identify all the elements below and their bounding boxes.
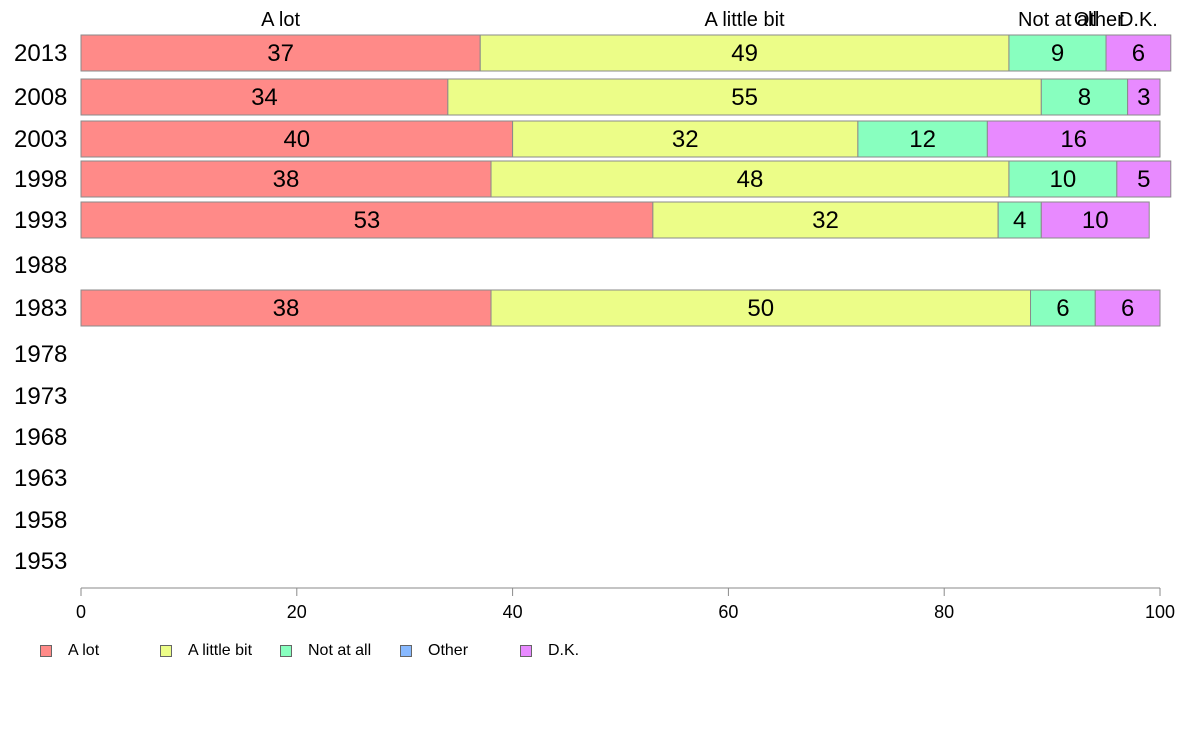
bar-segment bbox=[80, 120, 514, 158]
y-tick-label: 2003 bbox=[14, 126, 67, 153]
legend-item: D.K. bbox=[520, 642, 640, 660]
bar-segment bbox=[1105, 34, 1172, 72]
x-tick-label: 80 bbox=[934, 602, 954, 622]
legend-label: A lot bbox=[68, 642, 100, 659]
bar-segment bbox=[1040, 201, 1150, 239]
y-tick-label: 2008 bbox=[14, 84, 67, 111]
bar-segment bbox=[80, 78, 449, 116]
legend-item: A lot bbox=[40, 642, 160, 660]
bar-value-label: 9 bbox=[1051, 40, 1064, 67]
bar-segment bbox=[857, 120, 988, 158]
legend-swatch bbox=[40, 645, 52, 657]
x-axis: 0 20 40 60 80 100 bbox=[76, 587, 1175, 622]
bar-segment bbox=[490, 289, 1032, 327]
bar-segment bbox=[490, 160, 1010, 198]
bar-value-label: 50 bbox=[747, 295, 774, 322]
bar-value-label: 34 bbox=[251, 84, 278, 111]
bar-segment bbox=[1040, 78, 1129, 116]
bar-value-label: 49 bbox=[731, 40, 758, 67]
bar-value-label: 10 bbox=[1050, 166, 1077, 193]
x-tick-label: 100 bbox=[1145, 602, 1175, 622]
bar-value-label: 38 bbox=[273, 166, 300, 193]
bar-value-label: 10 bbox=[1082, 207, 1109, 234]
column-header-labels: A lot A little bit Not at all D.K.Other bbox=[261, 9, 1158, 31]
x-tick-label: 20 bbox=[287, 602, 307, 622]
bar-value-label: 16 bbox=[1060, 126, 1087, 153]
y-tick-label: 1963 bbox=[14, 465, 67, 492]
bar-value-label: 55 bbox=[731, 84, 758, 111]
bar-value-label: 12 bbox=[909, 126, 936, 153]
legend-item: A little bit bbox=[160, 642, 280, 660]
legend-label: D.K. bbox=[548, 642, 580, 659]
legend-label: A little bit bbox=[188, 642, 253, 659]
legend-swatch bbox=[160, 645, 172, 657]
bar-value-label: 37 bbox=[267, 40, 294, 67]
y-tick-label: 1953 bbox=[14, 548, 67, 575]
legend-item: Not at all bbox=[280, 642, 400, 660]
y-tick-label: 1978 bbox=[14, 341, 67, 368]
legend: A lot A little bit Not at all Other D.K. bbox=[40, 642, 640, 660]
bar-value-label: 6 bbox=[1056, 295, 1069, 322]
y-axis-labels: 2013 2008 2003 1998 1993 1988 1983 1978 1973 1968… bbox=[14, 40, 67, 575]
y-tick-label: 1968 bbox=[14, 424, 67, 451]
bar-segment bbox=[512, 120, 859, 158]
column-header-label: Other bbox=[1074, 9, 1124, 31]
y-tick-label: 1958 bbox=[14, 507, 67, 534]
bar-segment bbox=[997, 201, 1042, 239]
x-tick-label: 60 bbox=[718, 602, 738, 622]
bar-value-label: 32 bbox=[672, 126, 699, 153]
bar-value-label: 6 bbox=[1121, 295, 1134, 322]
bar-segment bbox=[447, 78, 1042, 116]
bar-value-label: 38 bbox=[273, 295, 300, 322]
bar-value-label: 6 bbox=[1132, 40, 1145, 67]
bar-segment bbox=[1094, 289, 1161, 327]
y-tick-label: 1998 bbox=[14, 166, 67, 193]
y-tick-label: 1988 bbox=[14, 252, 67, 279]
bar-value-label: 3 bbox=[1137, 84, 1150, 111]
bar-value-label: 5 bbox=[1137, 166, 1150, 193]
bar-value-label: 48 bbox=[737, 166, 764, 193]
y-tick-label: 1973 bbox=[14, 383, 67, 410]
column-header-label: A lot bbox=[261, 9, 300, 31]
bar-value-label: 53 bbox=[354, 207, 381, 234]
legend-label: Other bbox=[428, 642, 469, 659]
legend-item: Other bbox=[400, 642, 520, 660]
bar-segment bbox=[652, 201, 999, 239]
bars: 37 49 9 6 34 55 8 3 40 32 12 16 38 48 10 5 53 32 4 10 38 50 6 6 bbox=[80, 34, 1172, 327]
bar-segment bbox=[80, 160, 492, 198]
bar-value-label: 4 bbox=[1013, 207, 1026, 234]
bar-value-label: 32 bbox=[812, 207, 839, 234]
bar-value-label: 40 bbox=[283, 126, 310, 153]
x-tick-label: 0 bbox=[76, 602, 86, 622]
column-header-label: D.K. bbox=[1119, 9, 1158, 31]
column-header-label: A little bit bbox=[705, 9, 785, 31]
x-tick-label: 40 bbox=[503, 602, 523, 622]
bar-segment bbox=[986, 120, 1161, 158]
y-tick-label: 1983 bbox=[14, 295, 67, 322]
bar-segment bbox=[1116, 160, 1172, 198]
legend-label: Not at all bbox=[308, 642, 372, 659]
column-header-label: Not at all bbox=[1018, 9, 1097, 31]
bar-segment bbox=[1127, 78, 1161, 116]
bar-value-label: 8 bbox=[1078, 84, 1091, 111]
legend-swatch bbox=[280, 645, 292, 657]
y-tick-label: 2013 bbox=[14, 40, 67, 67]
bar-segment bbox=[479, 34, 1010, 72]
bar-segment bbox=[1008, 160, 1118, 198]
legend-swatch bbox=[520, 645, 532, 657]
y-tick-label: 1993 bbox=[14, 207, 67, 234]
legend-swatch bbox=[400, 645, 412, 657]
